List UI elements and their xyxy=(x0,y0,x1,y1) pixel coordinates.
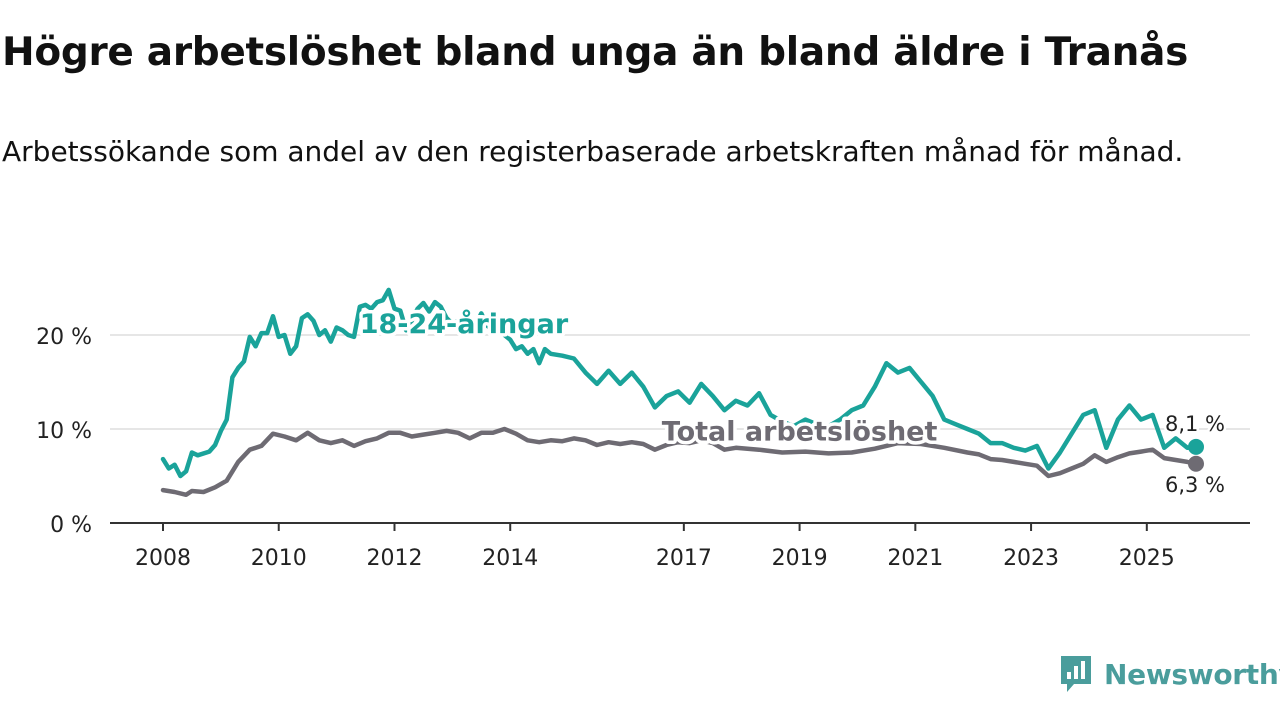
x-tick-label: 2010 xyxy=(251,546,307,571)
series-line-youth xyxy=(160,287,1199,479)
x-tick-label: 2008 xyxy=(135,546,191,571)
y-tick-label: 0 % xyxy=(50,513,92,538)
chart-title: Högre arbetslöshet bland unga än bland ä… xyxy=(2,30,1188,75)
x-tick-label: 2012 xyxy=(366,546,422,571)
endpoint-label-youth: 8,1 % xyxy=(1165,412,1225,436)
x-tick-label: 2019 xyxy=(772,546,828,571)
chart-subtitle: Arbetssökande som andel av den registerb… xyxy=(2,135,1184,168)
endpoint-label-total: 6,3 % xyxy=(1165,473,1225,497)
x-tick-label: 2021 xyxy=(887,546,943,571)
annotation-total: Total arbetslöshet xyxy=(662,416,938,447)
y-tick-label: 10 % xyxy=(36,419,92,444)
endpoint-total xyxy=(1188,455,1204,472)
x-tick-label: 2014 xyxy=(482,546,538,571)
x-tick-label: 2023 xyxy=(1003,546,1059,571)
newsworthy-logo-icon xyxy=(1061,656,1091,692)
series-line-total xyxy=(160,426,1199,498)
brand-logo: Newsworthy xyxy=(1058,654,1280,694)
y-tick-label: 20 % xyxy=(36,325,92,350)
x-tick-label: 2017 xyxy=(656,546,712,571)
brand-name: Newsworthy xyxy=(1104,657,1280,691)
x-tick-label: 2025 xyxy=(1119,546,1175,571)
endpoint-youth xyxy=(1188,438,1204,455)
annotation-youth: 18-24-åringar xyxy=(360,308,569,340)
